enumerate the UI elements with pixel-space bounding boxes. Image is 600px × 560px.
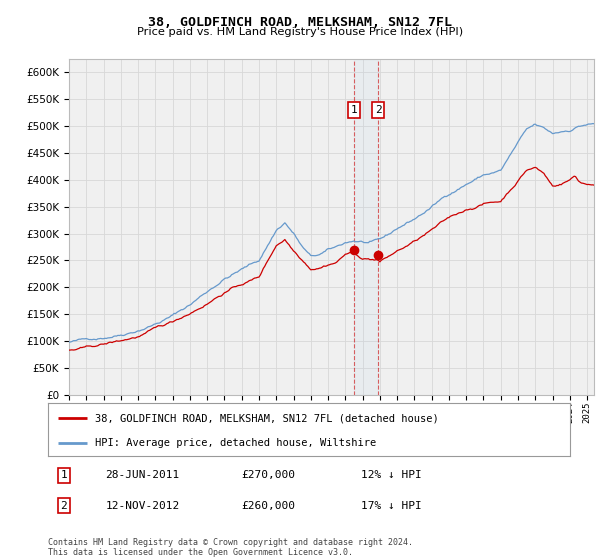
Text: 28-JUN-2011: 28-JUN-2011 [106,470,179,480]
Text: Contains HM Land Registry data © Crown copyright and database right 2024.
This d: Contains HM Land Registry data © Crown c… [48,538,413,557]
Text: HPI: Average price, detached house, Wiltshire: HPI: Average price, detached house, Wilt… [95,438,376,448]
Bar [354,59,378,395]
Text: 2: 2 [60,501,67,511]
Text: £270,000: £270,000 [241,470,295,480]
Text: 38, GOLDFINCH ROAD, MELKSHAM, SN12 7FL: 38, GOLDFINCH ROAD, MELKSHAM, SN12 7FL [148,16,452,29]
Text: 38, GOLDFINCH ROAD, MELKSHAM, SN12 7FL (detached house): 38, GOLDFINCH ROAD, MELKSHAM, SN12 7FL (… [95,413,439,423]
Text: 12% ↓ HPI: 12% ↓ HPI [361,470,422,480]
Text: 2: 2 [375,105,382,115]
Text: Price paid vs. HM Land Registry's House Price Index (HPI): Price paid vs. HM Land Registry's House … [137,27,463,37]
Text: £260,000: £260,000 [241,501,295,511]
Text: 1: 1 [350,105,358,115]
Text: 12-NOV-2012: 12-NOV-2012 [106,501,179,511]
Text: 17% ↓ HPI: 17% ↓ HPI [361,501,422,511]
Text: 1: 1 [60,470,67,480]
